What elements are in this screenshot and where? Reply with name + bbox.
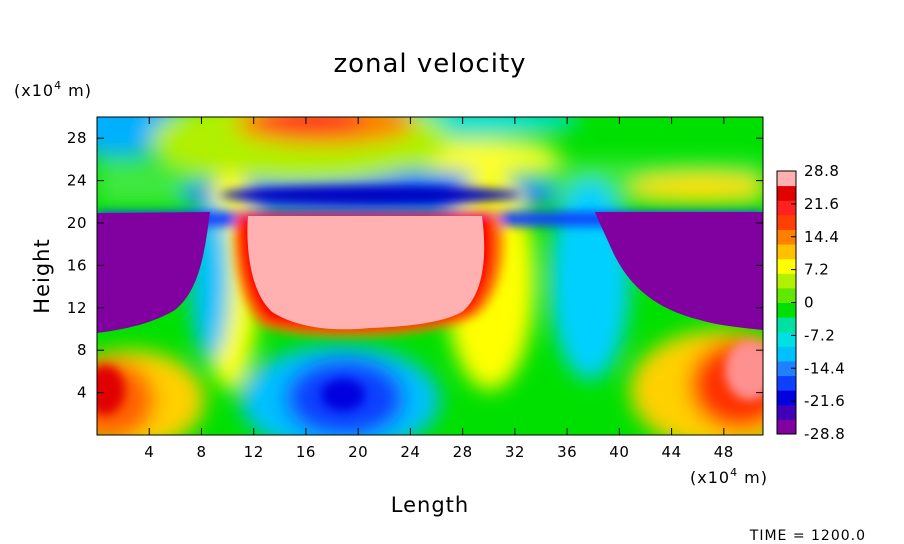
y-axis-ticks: 4 8 12 16 20 24 28 [67,129,763,402]
x-tick-label: 40 [609,443,629,461]
heatmap-field [97,117,763,435]
colorbar-swatch [777,229,796,245]
colorbar-swatch [777,331,796,347]
x-tick-label: 12 [244,443,264,461]
colorbar-swatch [777,273,796,289]
x-tick-label: 16 [296,443,316,461]
colorbar-label: 7.2 [804,261,829,279]
y-axis-label: Height [30,238,54,313]
colorbar: 28.8 21.6 14.4 7.2 0 -7.2 -14.4 -21.6 -28.8 [776,162,845,443]
x-tick-label: 32 [505,443,525,461]
y-tick-label: 20 [67,214,87,232]
x-axis-label: Length [391,493,469,517]
x-tick-label: 8 [196,443,206,461]
colorbar-swatch [777,244,796,260]
purple-region-right [595,212,763,330]
pink-region-center [247,216,485,330]
x-tick-label: 48 [714,443,734,461]
x-axis-unit: (x104 m) [690,466,768,487]
colorbar-swatch [777,346,796,362]
time-label: TIME = 1200.0 [749,528,866,544]
colorbar-swatch [777,214,796,230]
colorbar-label: 14.4 [804,228,839,246]
colorbar-swatch [777,302,796,318]
y-axis-unit: (x104 m) [14,79,92,100]
x-tick-label: 20 [348,443,368,461]
colorbar-swatch [777,258,796,274]
chart-title: zonal velocity [333,49,526,79]
colorbar-swatch [777,360,796,377]
purple-region-left [97,212,210,333]
x-tick-label: 44 [662,443,682,461]
x-tick-label: 4 [144,443,154,461]
y-tick-label: 28 [67,129,87,147]
colorbar-swatch [777,390,796,406]
y-tick-label: 8 [77,341,87,359]
colorbar-label: -21.6 [804,392,845,410]
colorbar-label: 28.8 [804,162,839,180]
y-tick-label: 16 [67,256,87,274]
colorbar-label: 0 [804,294,814,312]
x-tick-label: 28 [453,443,473,461]
plot-frame [96,116,764,436]
colorbar-swatch [777,317,796,333]
colorbar-swatch [777,200,796,216]
colorbar-label: -14.4 [804,359,845,377]
x-axis-ticks: 4 8 12 16 20 24 28 32 36 40 44 48 [144,117,734,461]
colorbar-swatch [777,171,796,187]
colorbar-swatch [777,375,796,391]
colorbar-swatch [777,419,796,435]
y-tick-label: 24 [67,172,87,190]
y-tick-label: 12 [67,299,87,317]
colorbar-swatch [777,185,796,201]
x-tick-label: 36 [557,443,577,461]
colorbar-label: -28.8 [804,425,845,443]
colorbar-swatch [777,287,796,303]
colorbar-swatch [777,404,796,420]
y-tick-label: 4 [77,384,87,402]
colorbar-label: 21.6 [804,195,839,213]
x-tick-label: 24 [400,443,420,461]
colorbar-label: -7.2 [804,326,835,344]
